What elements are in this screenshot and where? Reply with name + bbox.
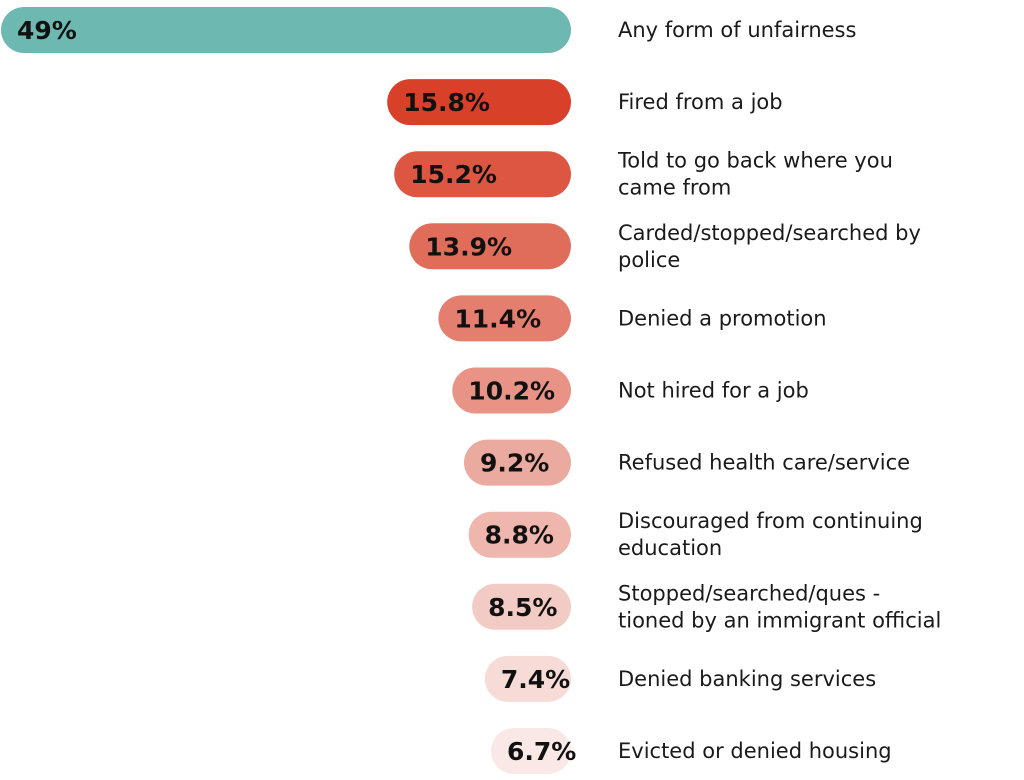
category-label: Refused health care/service — [618, 451, 910, 475]
bar-5 — [452, 367, 571, 414]
category-label: Denied a promotion — [618, 306, 827, 330]
category-label: Told to go back where you — [617, 149, 893, 173]
category-label: tioned by an immigrant official — [618, 608, 941, 632]
category-label: Stopped/searched/ques - — [618, 581, 880, 605]
category-label: Denied banking services — [618, 667, 876, 691]
bar-8 — [472, 583, 571, 630]
bar-0 — [1, 7, 571, 53]
bar-value-label: 8.8% — [485, 521, 554, 550]
bar-value-label: 7.4% — [501, 665, 570, 694]
category-label: Evicted or denied housing — [618, 739, 892, 763]
bar-value-label: 10.2% — [468, 377, 555, 406]
bar-value-label: 15.8% — [403, 88, 490, 117]
category-label: Carded/stopped/searched by — [618, 221, 921, 245]
category-label: police — [618, 248, 680, 272]
category-label: Not hired for a job — [618, 379, 809, 403]
bar-9 — [484, 655, 571, 702]
category-label: Fired from a job — [618, 90, 783, 114]
bar-3 — [409, 223, 571, 270]
category-label: Discouraged from continuing — [618, 509, 923, 533]
bar-value-label: 13.9% — [425, 232, 512, 261]
category-label: education — [618, 536, 722, 560]
bar-value-label: 6.7% — [507, 737, 576, 766]
bar-value-label: 8.5% — [488, 593, 557, 622]
bar-2 — [394, 151, 571, 198]
bar-value-label: 49% — [17, 16, 77, 45]
bar-value-label: 15.2% — [410, 160, 497, 189]
category-label: came from — [618, 176, 731, 200]
bar-value-label: 9.2% — [480, 449, 549, 478]
bar-value-label: 11.4% — [454, 304, 541, 333]
bar-4 — [438, 295, 571, 342]
category-label: Any form of unfairness — [618, 18, 856, 42]
bar-7 — [468, 511, 571, 558]
bar-1 — [387, 79, 571, 126]
bar-10 — [491, 728, 571, 774]
bar-6 — [464, 439, 571, 486]
